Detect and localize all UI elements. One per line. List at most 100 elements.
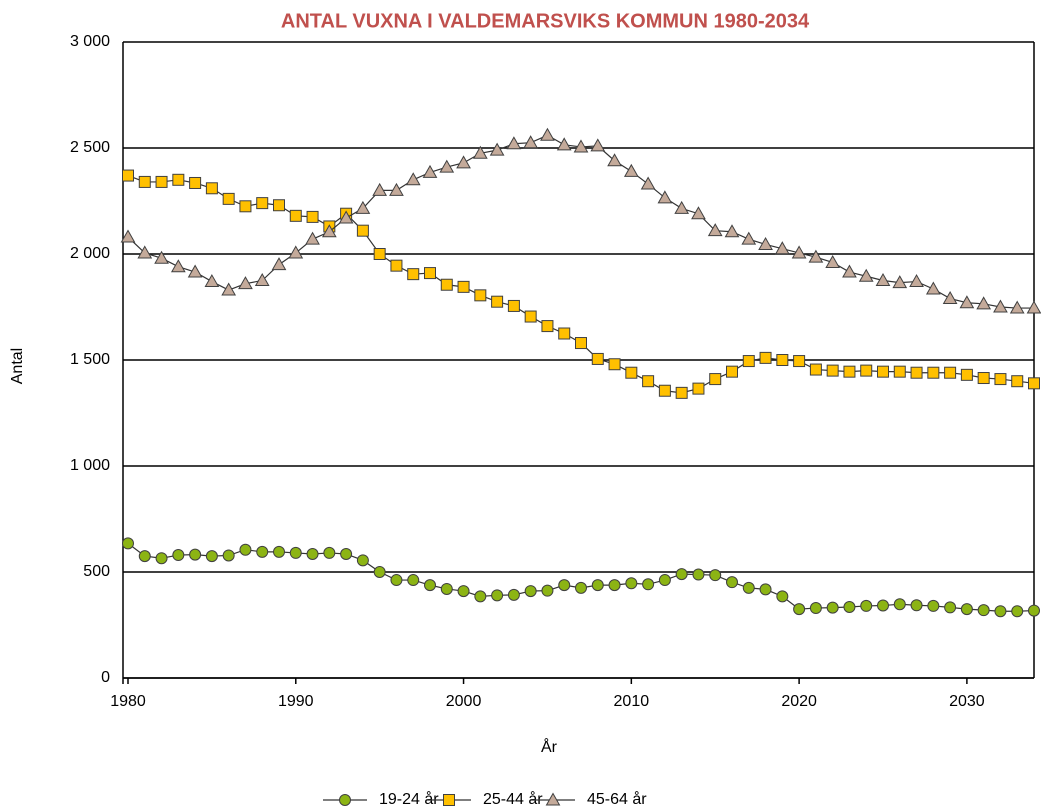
x-tick-label: 2010 <box>614 693 650 710</box>
data-point <box>994 605 1007 618</box>
data-point <box>977 372 990 385</box>
data-point <box>155 175 168 188</box>
data-point <box>305 231 320 245</box>
data-point <box>306 547 319 560</box>
data-point <box>826 601 839 614</box>
data-point <box>154 250 169 264</box>
data-point <box>809 363 822 376</box>
data-point <box>793 355 806 368</box>
data-point <box>640 176 656 190</box>
data-point <box>474 289 487 302</box>
y-tick-label: 1 000 <box>70 457 110 474</box>
data-point <box>657 190 673 204</box>
data-point <box>675 386 688 399</box>
data-point <box>709 569 722 582</box>
data-point <box>239 543 252 556</box>
y-tick-label: 500 <box>83 563 110 580</box>
data-point <box>172 173 185 186</box>
data-point <box>338 210 354 224</box>
data-point <box>273 199 285 212</box>
data-point <box>625 366 638 379</box>
data-point <box>742 355 755 368</box>
data-point <box>221 282 237 296</box>
data-point <box>758 236 773 250</box>
data-point <box>741 231 757 245</box>
data-point <box>825 254 841 268</box>
data-point <box>205 182 218 195</box>
legend-marker <box>545 792 561 806</box>
data-point <box>1009 300 1025 314</box>
data-point <box>877 365 889 378</box>
data-point <box>239 200 252 213</box>
data-point <box>440 278 453 291</box>
data-point <box>959 295 975 309</box>
data-point <box>321 224 337 238</box>
data-point <box>791 245 807 259</box>
legend-marker <box>443 794 455 806</box>
data-point <box>271 257 287 271</box>
data-point <box>405 172 421 186</box>
data-point <box>456 155 471 169</box>
y-tick-label: 1 500 <box>70 351 110 368</box>
data-point <box>189 548 202 561</box>
data-point <box>590 138 606 152</box>
legend-label: 25-44 år <box>483 790 543 808</box>
data-point <box>120 229 136 243</box>
x-axis-label: År <box>541 737 558 756</box>
data-point <box>591 352 604 365</box>
data-point <box>842 264 857 278</box>
data-point <box>625 577 638 590</box>
data-point <box>507 299 520 312</box>
data-point <box>172 549 185 562</box>
data-point <box>976 296 992 310</box>
data-point <box>138 175 151 188</box>
data-point <box>607 153 622 167</box>
data-point <box>323 546 336 559</box>
data-point <box>424 267 436 280</box>
data-point <box>137 245 153 259</box>
data-point <box>575 581 587 594</box>
data-point <box>254 272 270 286</box>
data-point <box>138 550 151 563</box>
data-point <box>390 259 403 272</box>
data-point <box>491 295 504 308</box>
data-point <box>238 276 253 290</box>
data-point <box>642 375 655 388</box>
data-point <box>356 554 369 567</box>
data-point <box>407 574 420 587</box>
legend-label: 19-24 år <box>379 790 439 808</box>
data-point <box>122 169 134 182</box>
data-point <box>759 583 772 596</box>
data-point <box>524 310 537 323</box>
data-point <box>205 550 218 563</box>
data-point <box>273 545 285 558</box>
data-point <box>843 600 856 613</box>
data-point <box>474 590 487 603</box>
data-point <box>910 599 923 612</box>
data-point <box>674 200 690 214</box>
legend-marker <box>339 794 351 806</box>
data-point <box>691 206 706 220</box>
data-point <box>373 566 386 578</box>
data-point <box>1011 605 1024 618</box>
data-point <box>1028 604 1040 617</box>
x-tick-label: 1990 <box>278 693 314 710</box>
data-point <box>977 604 990 617</box>
y-tick-label: 2 000 <box>70 245 110 262</box>
data-point <box>222 549 235 562</box>
y-tick-label: 3 000 <box>70 33 110 50</box>
data-point <box>707 223 723 237</box>
data-point <box>994 373 1007 386</box>
data-point <box>860 599 873 612</box>
data-point <box>440 582 453 595</box>
data-point <box>340 547 353 560</box>
data-point <box>155 552 168 565</box>
y-tick-label: 2 500 <box>70 139 110 156</box>
data-point <box>808 249 824 263</box>
data-point <box>910 366 923 379</box>
data-point <box>556 137 572 151</box>
data-point <box>608 358 621 371</box>
data-point <box>726 365 738 378</box>
data-point <box>407 268 420 281</box>
data-point <box>422 164 438 178</box>
